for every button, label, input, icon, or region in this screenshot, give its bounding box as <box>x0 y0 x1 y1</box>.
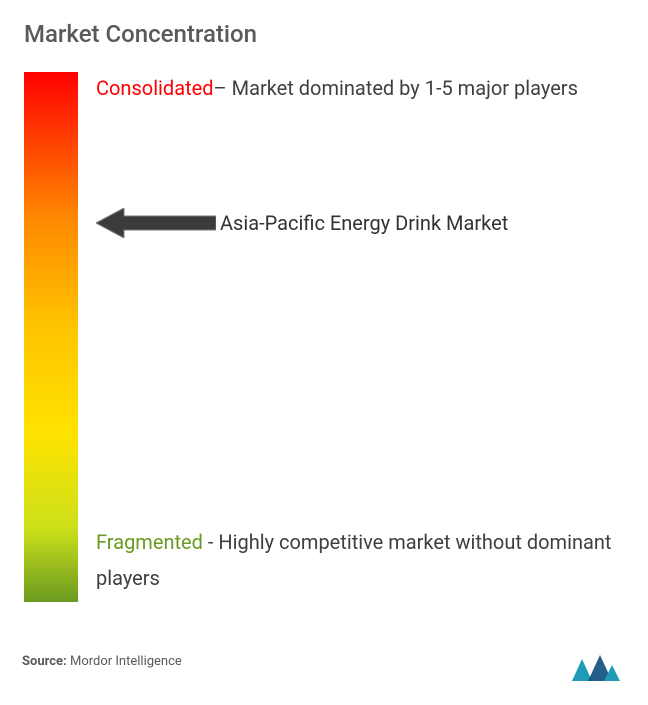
consolidated-label: Consolidated– Market dominated by 1-5 ma… <box>96 72 614 104</box>
source-label: Source: <box>22 654 67 669</box>
market-marker: Asia-Pacific Energy Drink Market <box>96 208 614 238</box>
market-name: Asia-Pacific Energy Drink Market <box>220 211 508 235</box>
arrow-left-icon <box>96 208 216 238</box>
consolidated-desc: – Market dominated by 1-5 major players <box>214 76 578 100</box>
source-line: Source: Mordor Intelligence <box>22 654 182 669</box>
mordor-logo-icon <box>570 653 622 685</box>
source-value: Mordor Intelligence <box>70 654 182 669</box>
concentration-gradient-bar <box>24 72 78 602</box>
fragmented-accent: Fragmented <box>96 530 203 554</box>
fragmented-label: Fragmented - Highly competitive market w… <box>96 524 614 596</box>
labels-column: Consolidated– Market dominated by 1-5 ma… <box>96 72 624 602</box>
page-title: Market Concentration <box>24 20 624 48</box>
consolidated-accent: Consolidated <box>96 76 214 100</box>
diagram-content: Consolidated– Market dominated by 1-5 ma… <box>24 72 624 602</box>
